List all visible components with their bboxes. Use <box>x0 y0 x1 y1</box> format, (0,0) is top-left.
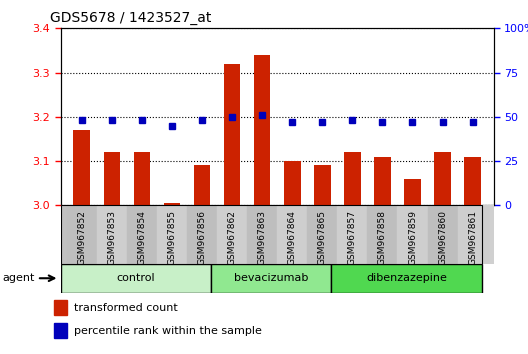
Text: transformed count: transformed count <box>74 303 178 313</box>
Text: GSM967864: GSM967864 <box>288 210 297 265</box>
Bar <box>428 205 458 264</box>
Bar <box>164 203 180 205</box>
Text: GSM967865: GSM967865 <box>318 210 327 265</box>
Bar <box>134 152 150 205</box>
Bar <box>464 156 481 205</box>
Text: GSM967856: GSM967856 <box>197 210 206 265</box>
Text: GSM967853: GSM967853 <box>107 210 116 265</box>
Bar <box>73 130 90 205</box>
Text: percentile rank within the sample: percentile rank within the sample <box>74 326 262 336</box>
Bar <box>332 264 482 293</box>
Bar <box>332 205 373 264</box>
Text: GSM967854: GSM967854 <box>137 210 146 265</box>
Bar <box>211 205 253 264</box>
Bar <box>247 205 277 264</box>
Text: GSM967855: GSM967855 <box>167 210 176 265</box>
Bar <box>194 166 210 205</box>
Bar <box>361 205 403 264</box>
Bar <box>97 205 127 264</box>
Bar <box>271 205 313 264</box>
Bar <box>54 324 68 338</box>
Bar <box>435 152 451 205</box>
Bar <box>458 205 488 264</box>
Bar <box>103 152 120 205</box>
Text: GSM967859: GSM967859 <box>408 210 417 265</box>
Bar <box>344 152 361 205</box>
Bar <box>67 205 97 264</box>
Bar <box>374 156 391 205</box>
Bar <box>211 264 332 293</box>
Text: bevacizumab: bevacizumab <box>234 273 308 283</box>
Text: GSM967858: GSM967858 <box>378 210 387 265</box>
Bar <box>307 205 337 264</box>
Bar <box>254 55 270 205</box>
Text: GSM967863: GSM967863 <box>258 210 267 265</box>
Bar <box>301 205 343 264</box>
Text: GSM967852: GSM967852 <box>77 210 86 265</box>
Bar <box>404 179 421 205</box>
Bar <box>151 205 193 264</box>
Bar <box>91 205 133 264</box>
Bar <box>421 205 464 264</box>
Text: control: control <box>117 273 155 283</box>
Bar <box>451 205 494 264</box>
Bar <box>367 205 398 264</box>
Bar <box>217 205 247 264</box>
Bar <box>121 205 163 264</box>
Bar <box>241 205 283 264</box>
Text: GSM967862: GSM967862 <box>228 210 237 265</box>
Bar <box>277 205 307 264</box>
Bar <box>157 205 187 264</box>
Bar <box>181 205 223 264</box>
Bar <box>284 161 300 205</box>
Bar <box>187 205 217 264</box>
Bar <box>61 264 211 293</box>
Text: GDS5678 / 1423527_at: GDS5678 / 1423527_at <box>50 11 212 25</box>
Bar <box>61 205 103 264</box>
Bar <box>54 300 68 315</box>
Text: GSM967860: GSM967860 <box>438 210 447 265</box>
Bar <box>224 64 240 205</box>
Bar <box>314 166 331 205</box>
Text: dibenzazepine: dibenzazepine <box>366 273 447 283</box>
Text: GSM967861: GSM967861 <box>468 210 477 265</box>
Text: GSM967857: GSM967857 <box>348 210 357 265</box>
Bar <box>337 205 367 264</box>
Bar <box>391 205 433 264</box>
Bar <box>398 205 428 264</box>
Text: agent: agent <box>3 273 35 283</box>
Bar <box>127 205 157 264</box>
